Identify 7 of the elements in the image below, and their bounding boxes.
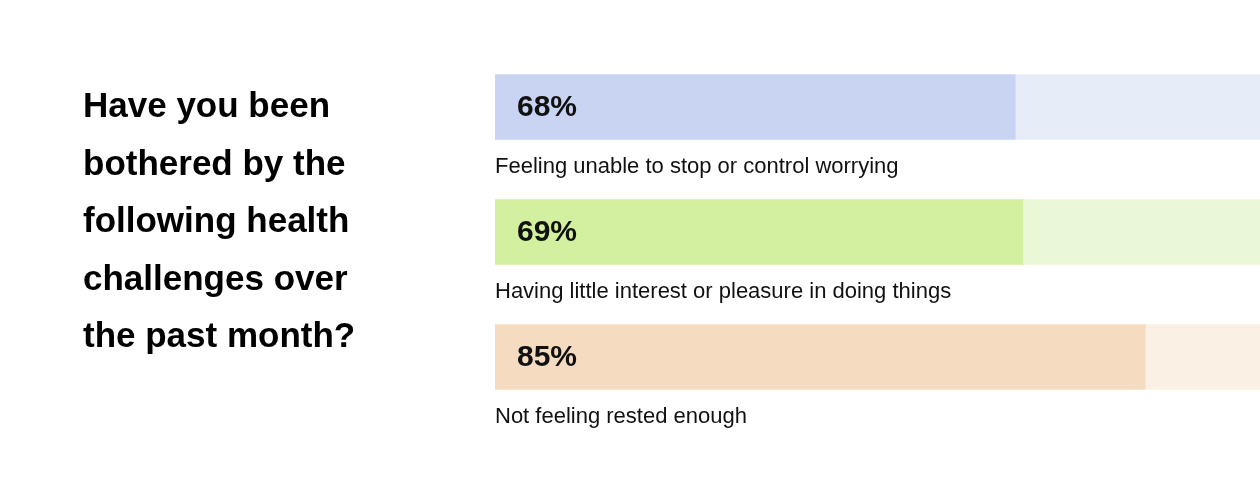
y-tick-label: Having little interest or pleasure in doing things [495, 277, 952, 303]
text: Have you been bothered by the following health challenges over the past month? [83, 84, 357, 356]
data-label: 68% [517, 89, 578, 123]
data-label: 85% [517, 339, 578, 373]
y-tick-label: Feeling unable to stop or control worrying [495, 152, 899, 178]
data-label: 69% [517, 214, 578, 248]
y-tick-label: Not feeling rested enough [495, 402, 747, 428]
